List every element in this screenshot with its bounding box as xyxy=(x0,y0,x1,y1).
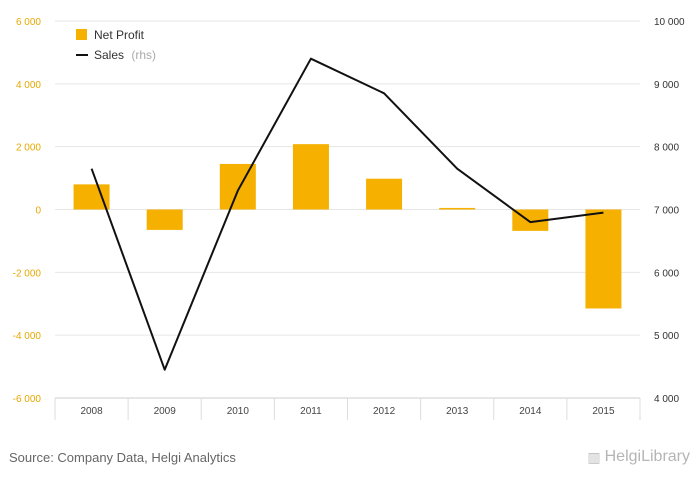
legend-label-sales: Sales xyxy=(94,48,124,62)
x-tick-label: 2009 xyxy=(154,406,177,417)
y-right-tick-label: 10 000 xyxy=(654,17,685,28)
net-profit-bar xyxy=(73,184,110,210)
x-tick-label: 2014 xyxy=(519,406,542,417)
x-tick-label: 2010 xyxy=(227,406,250,417)
y-left-tick-label: 0 xyxy=(35,206,41,217)
library-icon: ▥ xyxy=(587,448,601,465)
legend-note-sales: (rhs) xyxy=(131,48,156,62)
legend-label-net-profit: Net Profit xyxy=(94,28,145,42)
net-profit-bar xyxy=(585,209,622,309)
net-profit-bar xyxy=(292,144,329,210)
y-left-tick-label: -2 000 xyxy=(13,268,42,279)
grid-lines xyxy=(55,20,640,399)
x-tick-label: 2013 xyxy=(446,406,469,417)
net-profit-bar xyxy=(366,178,403,210)
svg-text:Sales (rhs): Sales (rhs) xyxy=(94,48,156,62)
y-right-tick-label: 8 000 xyxy=(654,143,679,154)
brand-logo: ▥ HelgiLibrary xyxy=(587,448,690,466)
sales-line-layer xyxy=(90,57,604,371)
net-profit-bar xyxy=(439,207,476,210)
y-left-tick-label: 2 000 xyxy=(16,143,41,154)
brand-name: HelgiLibrary xyxy=(604,448,690,465)
y-left-tick-label: 6 000 xyxy=(16,17,41,28)
y-right-tick-label: 5 000 xyxy=(654,331,679,342)
x-tick-label: 2008 xyxy=(80,406,103,417)
y-right-tick-label: 4 000 xyxy=(654,394,679,405)
x-tick-label: 2015 xyxy=(592,406,615,417)
y-right-tick-label: 6 000 xyxy=(654,268,679,279)
net-profit-bar xyxy=(146,209,183,230)
y-right-tick-label: 7 000 xyxy=(654,206,679,217)
y-left-tick-label: -4 000 xyxy=(13,331,42,342)
net-profit-bar xyxy=(219,163,256,210)
y-left-tick-label: 4 000 xyxy=(16,80,41,91)
x-tick-label: 2012 xyxy=(373,406,396,417)
x-tick-label: 2011 xyxy=(300,406,322,417)
sales-line xyxy=(90,57,604,371)
axes: 6 000 4 000 2 000 0 -2 000 -4 000 -6 000 10 000… xyxy=(13,17,685,420)
legend: Net Profit Sales (rhs) xyxy=(76,28,156,62)
net-profit-bars xyxy=(73,144,622,309)
net-profit-sales-chart: 6 000 4 000 2 000 0 -2 000 -4 000 -6 000 10 000… xyxy=(13,17,685,420)
source-note: Source: Company Data, Helgi Analytics xyxy=(9,450,236,465)
y-left-tick-label: -6 000 xyxy=(13,394,42,405)
legend-swatch-net-profit xyxy=(76,29,87,40)
y-right-tick-label: 9 000 xyxy=(654,80,679,91)
